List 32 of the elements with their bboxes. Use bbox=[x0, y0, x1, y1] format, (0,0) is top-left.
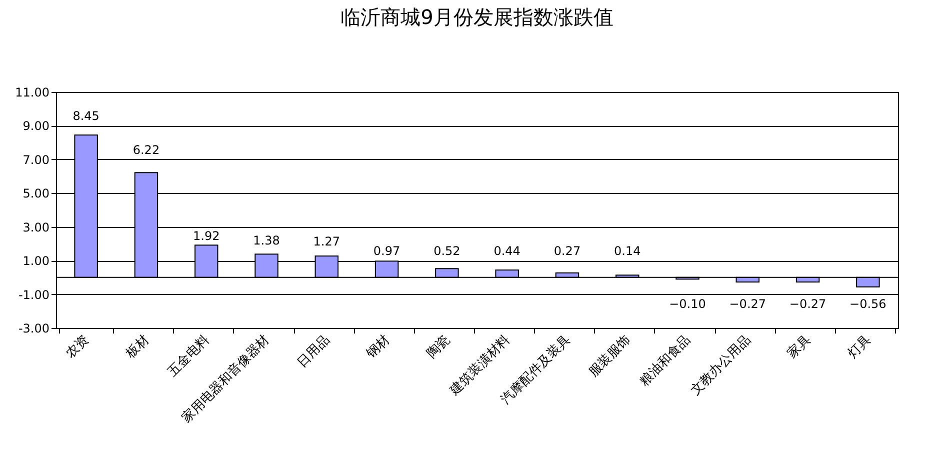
data-label: −0.56 bbox=[850, 296, 886, 311]
x-tick-label: 灯具 bbox=[845, 332, 874, 362]
x-tick-label: 日用品 bbox=[294, 332, 333, 371]
data-label: −0.10 bbox=[669, 296, 706, 311]
data-label: 0.44 bbox=[494, 244, 520, 258]
x-tick-label: 家具 bbox=[784, 332, 814, 362]
y-tick-label: -1.00 bbox=[18, 288, 50, 302]
data-label: 1.38 bbox=[253, 234, 280, 248]
data-label: 0.27 bbox=[554, 244, 581, 258]
y-tick-label: 3.00 bbox=[22, 220, 50, 234]
data-label: 0.97 bbox=[373, 244, 400, 258]
data-label: 1.92 bbox=[193, 228, 220, 243]
y-tick-label: 11.00 bbox=[15, 86, 50, 100]
y-tick-label: -3.00 bbox=[18, 322, 50, 336]
x-tick-label: 五金电料 bbox=[165, 332, 213, 380]
y-tick-label: 7.00 bbox=[22, 152, 50, 167]
data-label: −0.27 bbox=[729, 296, 766, 311]
y-tick-label: 5.00 bbox=[22, 186, 50, 201]
chart-title: 临沂商城9月份发展指数涨跌值 bbox=[340, 5, 614, 29]
x-tick-label: 农资 bbox=[63, 332, 92, 362]
data-label: 6.22 bbox=[132, 142, 160, 157]
data-label: 1.27 bbox=[313, 234, 340, 248]
x-tick-label: 板材 bbox=[122, 332, 152, 362]
x-tick-label: 陶瓷 bbox=[424, 332, 454, 362]
x-tick-label: 钢材 bbox=[363, 332, 393, 362]
data-label: 0.52 bbox=[434, 244, 460, 258]
data-label: 8.45 bbox=[72, 109, 100, 124]
data-label: −0.27 bbox=[789, 296, 826, 311]
x-tick-label: 服装服饰 bbox=[586, 332, 634, 380]
y-tick-label: 1.00 bbox=[22, 254, 50, 268]
y-tick-label: 9.00 bbox=[22, 119, 50, 134]
data-label: 0.14 bbox=[614, 244, 641, 258]
